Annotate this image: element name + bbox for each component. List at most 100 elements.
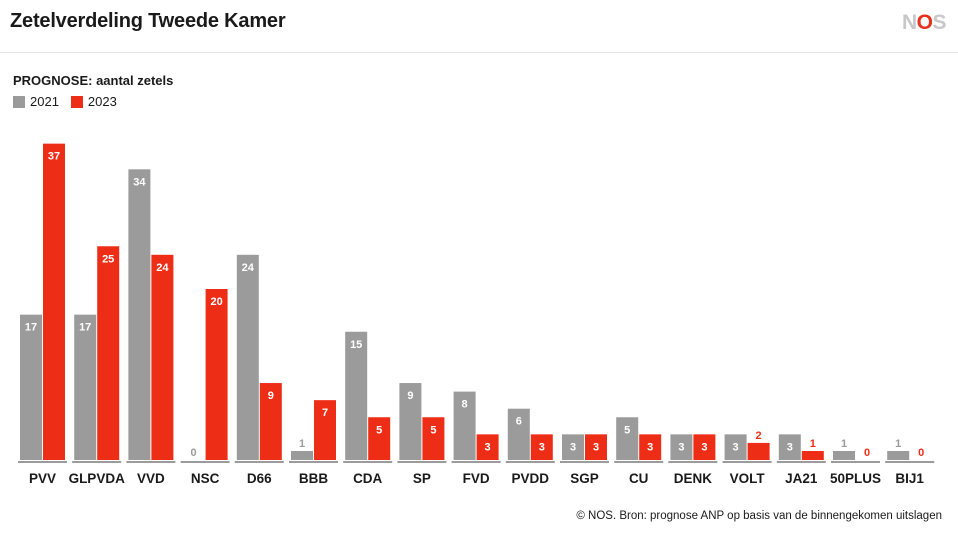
value-label-denk-2023: 3 [701,441,707,453]
value-label-vvd-2023: 24 [156,262,169,274]
axis-segment-bbb [289,461,338,463]
axis-segment-fvd [451,461,501,463]
category-label-ja21: JA21 [785,471,818,486]
axis-segment-denk [668,461,718,463]
logo-letter-s: S [932,11,946,34]
bar-fvd-2021 [453,391,476,460]
value-label-pvdd-2023: 3 [539,441,545,453]
legend-item-2021: 2021 [13,94,59,109]
axis-segment-nsc [180,461,230,463]
value-label-cu-2021: 5 [624,424,630,436]
bar-glpvda-2023 [97,246,120,460]
logo-letter-o: O [916,11,933,34]
legend-item-2023: 2023 [70,94,117,109]
category-label-volt: VOLT [730,471,766,486]
category-label-denk: DENK [674,471,713,486]
category-label-vvd: VVD [137,471,165,486]
value-label-pvv-2021: 17 [25,322,37,334]
axis-segment-sgp [560,461,609,463]
bar-cu-2023 [639,434,662,460]
bar-bij1-2021 [887,451,910,460]
bar-fvd-2023 [476,434,499,460]
bar-bbb-2021 [291,451,313,460]
category-label-cu: CU [629,471,649,486]
value-label-volt-2023: 2 [756,430,762,442]
chart-legend: 2021 2023 [13,94,117,109]
bar-d66-2021 [236,254,259,460]
category-label-cda: CDA [353,471,382,486]
bar-vvd-2021 [128,169,151,461]
bar-nsc-2023 [205,289,228,460]
axis-segment-d66 [234,461,284,463]
bar-pvdd-2023 [530,434,553,460]
value-label-cu-2023: 3 [647,441,653,453]
value-label-bij1-2023: 0 [918,447,924,459]
category-label-bij1: BIJ1 [895,471,924,486]
axis-segment-sp [397,461,447,463]
axis-segment-pvv [18,461,67,463]
value-label-sgp-2023: 3 [593,441,599,453]
axis-segment-glpvda [72,461,122,463]
logo-letter-n: N [901,11,917,34]
category-label-sp: SP [413,471,431,486]
category-label-glpvda: GLPVDA [69,471,126,486]
value-label-sp-2021: 9 [407,390,413,402]
category-label-fvd: FVD [463,471,490,486]
value-label-bbb-2021: 1 [299,438,305,450]
value-label-d66-2023: 9 [268,390,274,402]
page-title: Zetelverdeling Tweede Kamer [10,10,286,32]
value-label-50plus-2023: 0 [864,447,870,459]
bar-pvv-2023 [43,143,65,460]
value-label-fvd-2023: 3 [485,441,491,453]
value-label-glpvda-2021: 17 [79,322,91,334]
bar-cda-2021 [345,331,368,460]
nos-logo[interactable]: NOS [901,11,947,35]
bar-pvv-2021 [20,314,42,460]
value-label-nsc-2023: 20 [210,296,222,308]
legend-label-2021: 2021 [30,94,59,109]
bar-vvd-2023 [151,254,174,460]
bar-sp-2023 [422,417,445,460]
axis-segment-cda [343,461,393,463]
category-label-d66: D66 [247,471,272,486]
bar-sp-2021 [399,383,422,460]
axis-segment-50plus [831,461,880,463]
value-label-pvv-2023: 37 [48,151,60,163]
chart-subtitle: PROGNOSE: aantal zetels [13,73,174,88]
bar-denk-2023 [693,434,716,460]
category-label-50plus: 50PLUS [830,471,881,486]
axis-segment-pvdd [505,461,555,463]
bar-bbb-2023 [314,400,336,460]
source-credit: © NOS. Bron: prognose ANP op basis van d… [576,510,942,522]
bar-volt-2023 [747,442,770,460]
bar-denk-2021 [670,434,693,460]
bar-sgp-2021 [562,434,584,460]
value-label-d66-2021: 24 [242,262,255,274]
axis-segment-cu [614,461,664,463]
value-label-bbb-2023: 7 [322,407,328,419]
value-label-sgp-2021: 3 [570,441,576,453]
value-label-bij1-2021: 1 [895,438,901,450]
category-label-nsc: NSC [191,471,220,486]
value-label-glpvda-2023: 25 [102,253,114,265]
bar-ja21-2023 [801,451,824,460]
bar-d66-2023 [259,383,282,460]
bar-pvdd-2021 [507,408,530,460]
category-label-pvv: PVV [29,471,56,486]
category-label-pvdd: PVDD [512,471,550,486]
value-label-nsc-2021: 0 [191,447,197,459]
bar-50plus-2021 [833,451,855,460]
value-label-ja21-2023: 1 [810,438,816,450]
value-label-denk-2021: 3 [678,441,684,453]
axis-segment-ja21 [776,461,826,463]
value-label-vvd-2021: 34 [133,176,146,188]
axis-segment-vvd [126,461,176,463]
legend-swatch-2023 [70,95,83,108]
value-label-volt-2021: 3 [733,441,739,453]
value-label-fvd-2021: 8 [462,399,468,411]
category-label-bbb: BBB [299,471,328,486]
bar-cda-2023 [368,417,391,460]
value-label-cda-2021: 15 [350,339,362,351]
axis-segment-volt [722,461,772,463]
